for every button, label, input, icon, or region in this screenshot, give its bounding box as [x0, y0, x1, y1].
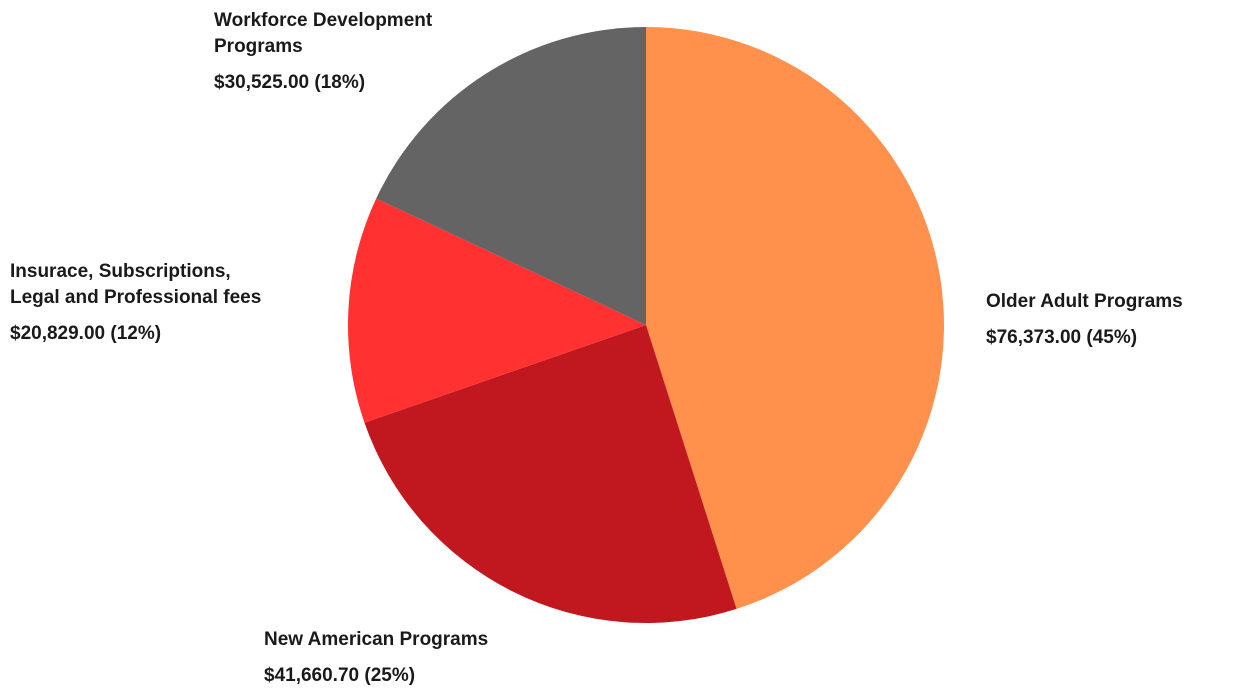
slice-value: $41,660.70 (25%): [264, 665, 416, 686]
pie-slice-new-american-programs: [364, 325, 737, 623]
pie-slice-workforce-development-programs: [376, 27, 646, 325]
slice-name: New American Programs: [264, 629, 489, 650]
slice-label-workforce-development-programs: Workforce Development Programs $30,525.0…: [214, 8, 432, 96]
pie-slice-older-adult-programs: [646, 27, 945, 609]
pie-slice-insurace-subscriptions-legal-and-professional-fees: [348, 198, 646, 423]
slice-name: Workforce Development Programs: [214, 10, 433, 57]
slice-value: $76,373.00 (45%): [986, 327, 1138, 348]
slice-name: Older Adult Programs: [986, 291, 1183, 312]
slice-label-new-american-programs: New American Programs $41,660.70 (25%): [264, 627, 488, 689]
slice-value: $20,829.00 (12%): [10, 323, 162, 344]
pie-slices: [348, 27, 945, 623]
slice-label-insurance-fees: Insurace, Subscriptions, Legal and Profe…: [10, 259, 261, 347]
slice-value: $30,525.00 (18%): [214, 72, 366, 93]
slice-label-older-adult-programs: Older Adult Programs $76,373.00 (45%): [986, 289, 1183, 351]
slice-name: Insurace, Subscriptions, Legal and Profe…: [10, 261, 262, 308]
